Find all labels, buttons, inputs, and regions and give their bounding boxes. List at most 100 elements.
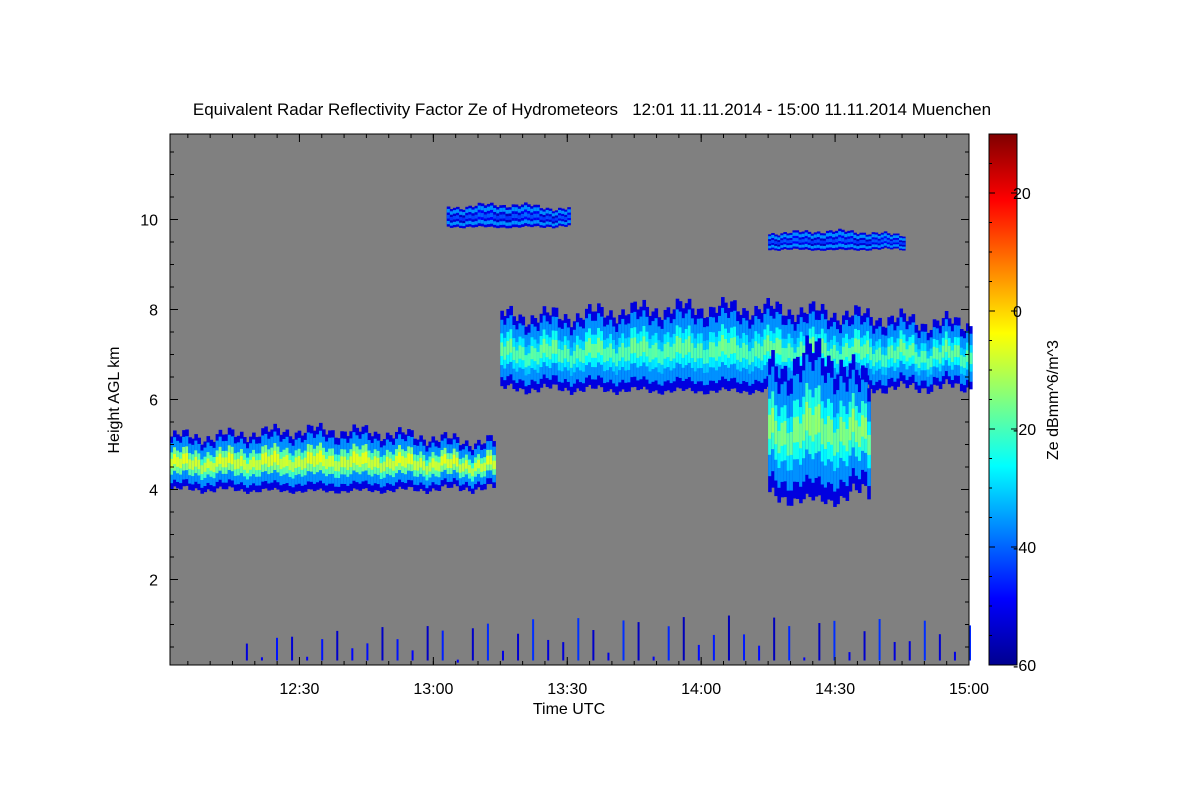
cloud-column	[279, 458, 284, 470]
cloud-column	[929, 355, 934, 368]
cloud-column	[867, 434, 871, 455]
cloud-column	[848, 417, 853, 441]
plot-area	[169, 133, 973, 666]
cloud-column	[724, 339, 728, 355]
cloud-column	[557, 215, 562, 219]
cloud-column	[291, 462, 296, 472]
cloud-column	[188, 459, 192, 469]
cloud-column	[721, 335, 725, 352]
cloud-column	[249, 459, 253, 470]
cloud-column	[801, 239, 806, 243]
x-tick-label: 13:00	[413, 681, 453, 698]
cloud-column	[660, 351, 665, 365]
cloud-column	[742, 342, 746, 358]
cloud-column	[536, 213, 540, 218]
cloud-column	[233, 459, 238, 470]
cloud-column	[542, 217, 547, 221]
colorbar-tick-label: 20	[1013, 186, 1031, 203]
cloud-column	[926, 358, 931, 370]
cloud-column	[639, 341, 644, 357]
cloud-column	[708, 342, 713, 358]
cloud-column	[515, 350, 520, 364]
cloud-column	[825, 238, 830, 243]
cloud-column	[480, 463, 484, 472]
cloud-column	[811, 336, 816, 352]
cloud-column	[548, 346, 553, 360]
cloud-column	[798, 239, 803, 243]
cloud-column	[456, 659, 459, 663]
cloud-column	[328, 455, 332, 467]
cloud-column	[227, 452, 232, 463]
cloud-column	[288, 460, 293, 471]
cloud-column	[557, 348, 562, 362]
cloud-column	[819, 240, 824, 244]
cloud-column	[218, 453, 223, 464]
cloud-column	[474, 462, 478, 472]
cloud-column	[465, 215, 469, 219]
cloud-column	[255, 460, 259, 471]
y-tick-label: 8	[149, 303, 158, 320]
cloud-column	[751, 348, 755, 363]
cloud-column	[379, 463, 384, 473]
cloud-column	[584, 341, 589, 356]
cloud-column	[434, 461, 439, 471]
cloud-column	[334, 461, 338, 472]
cloud-column	[792, 417, 797, 443]
cloud-column	[483, 462, 487, 472]
cloud-column	[678, 337, 683, 354]
cloud-column	[376, 457, 381, 469]
cloud-column	[499, 214, 503, 219]
cloud-column	[539, 344, 544, 359]
cloud-column	[410, 454, 414, 465]
cloud-column	[959, 355, 964, 367]
cloud-column	[606, 347, 610, 362]
cloud-column	[787, 343, 792, 358]
cloud-column	[508, 216, 513, 220]
cloud-column	[859, 240, 864, 244]
cloud-column	[804, 238, 809, 242]
cloud-column	[471, 628, 474, 661]
cloud-column	[841, 238, 845, 242]
colorbar-tick-label: -40	[1013, 540, 1036, 557]
cloud-column	[781, 347, 786, 362]
cloud-column	[597, 337, 601, 353]
cloud-layers	[170, 202, 973, 663]
cloud-column	[404, 457, 408, 468]
cloud-column	[736, 345, 740, 360]
cloud-column	[850, 238, 854, 242]
cloud-column	[615, 353, 619, 367]
chart-title: Equivalent Radar Reflectivity Factor Ze …	[193, 100, 991, 119]
cloud-column	[396, 639, 399, 661]
cloud-column	[170, 458, 174, 469]
cloud-column	[877, 240, 882, 244]
cloud-column	[612, 348, 616, 363]
cloud-column	[814, 406, 819, 435]
x-axis-label: Time UTC	[533, 701, 605, 718]
cloud-column	[795, 238, 800, 242]
cloud-column	[962, 356, 967, 368]
cloud-column	[551, 218, 556, 222]
cloud-column	[603, 348, 607, 363]
cloud-column	[663, 344, 668, 359]
cloud-column	[684, 339, 689, 355]
cloud-column	[853, 240, 857, 244]
cloud-column	[844, 239, 848, 243]
cloud-column	[209, 461, 214, 471]
cloud-column	[459, 217, 463, 221]
cloud-column	[382, 461, 387, 472]
cloud-column	[276, 637, 279, 661]
cloud-column	[636, 343, 640, 358]
cloud-column	[687, 336, 692, 353]
cloud-column	[861, 415, 865, 437]
cloud-column	[358, 456, 363, 468]
cloud-column	[637, 622, 640, 661]
cloud-column	[648, 348, 653, 363]
cloud-column	[893, 350, 898, 363]
cloud-column	[642, 336, 647, 353]
cloud-column	[467, 465, 472, 474]
cloud-column	[343, 456, 347, 468]
cloud-column	[477, 459, 481, 469]
cloud-column	[932, 346, 937, 359]
cloud-column	[446, 214, 451, 219]
cloud-column	[766, 335, 771, 352]
